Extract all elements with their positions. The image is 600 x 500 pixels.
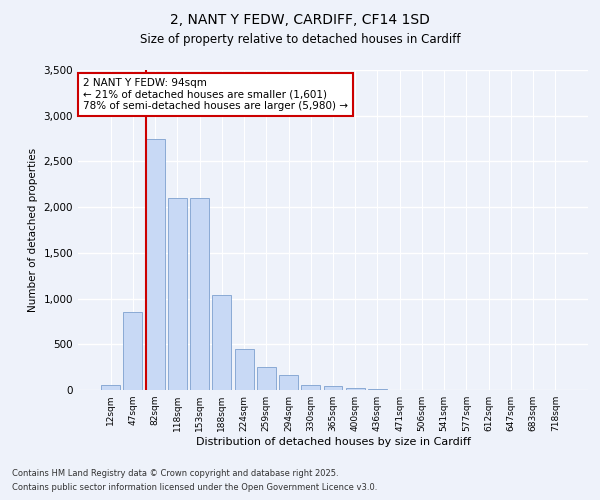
Bar <box>168 198 187 390</box>
Text: 2, NANT Y FEDW, CARDIFF, CF14 1SD: 2, NANT Y FEDW, CARDIFF, CF14 1SD <box>170 12 430 26</box>
Text: 2 NANT Y FEDW: 94sqm
← 21% of detached houses are smaller (1,601)
78% of semi-de: 2 NANT Y FEDW: 94sqm ← 21% of detached h… <box>83 78 348 111</box>
Bar <box>257 367 276 390</box>
Y-axis label: Number of detached properties: Number of detached properties <box>28 148 38 312</box>
Bar <box>368 389 387 390</box>
Bar <box>101 386 120 390</box>
Bar <box>323 386 343 390</box>
X-axis label: Distribution of detached houses by size in Cardiff: Distribution of detached houses by size … <box>196 437 470 447</box>
Bar <box>279 376 298 390</box>
Text: Size of property relative to detached houses in Cardiff: Size of property relative to detached ho… <box>140 32 460 46</box>
Bar <box>212 295 231 390</box>
Bar <box>235 349 254 390</box>
Bar <box>301 384 320 390</box>
Bar <box>146 138 164 390</box>
Text: Contains HM Land Registry data © Crown copyright and database right 2025.: Contains HM Land Registry data © Crown c… <box>12 468 338 477</box>
Bar <box>190 198 209 390</box>
Bar <box>124 312 142 390</box>
Text: Contains public sector information licensed under the Open Government Licence v3: Contains public sector information licen… <box>12 484 377 492</box>
Bar <box>346 388 365 390</box>
